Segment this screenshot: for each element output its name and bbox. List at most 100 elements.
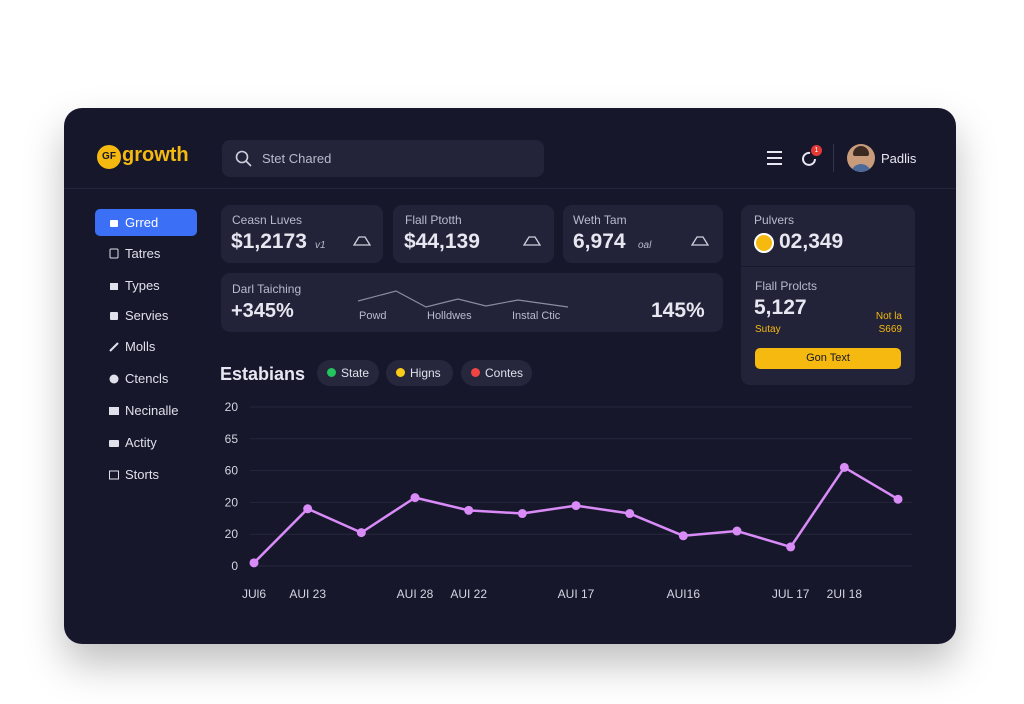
menu-icon[interactable] [766, 150, 784, 166]
stat-card: Weth Tam 6,974 oal [563, 205, 723, 263]
x-tick-label: AUI 22 [450, 587, 487, 601]
legend-chip[interactable]: Contes [461, 360, 532, 386]
legend-chip[interactable]: Higns [386, 360, 453, 386]
legend-label: Higns [410, 366, 441, 380]
stat-label: Ceasn Luves [232, 213, 303, 227]
y-tick-label: 20 [225, 400, 239, 414]
panel-icon [754, 233, 774, 253]
data-point [249, 558, 259, 568]
data-point [893, 494, 903, 504]
stat-icon [353, 236, 371, 246]
nav-label: Necinalle [125, 403, 179, 418]
stat-suffix: oal [638, 240, 652, 251]
trend-label: Darl Taiching [232, 282, 302, 296]
trend-card: Darl Taiching +345% Powd Holldwes Instal… [221, 273, 723, 332]
x-tick-label: AUI 23 [289, 587, 326, 601]
stat-value: 6,974 [573, 230, 626, 253]
user-name[interactable]: Padlis [881, 151, 917, 166]
x-tick-label: JUL 17 [772, 587, 810, 601]
nav-item[interactable]: Molls [95, 333, 197, 360]
nav-icon [110, 283, 118, 290]
search-icon [235, 150, 252, 167]
y-tick-label: 60 [225, 464, 239, 478]
x-tick-label: JUl6 [242, 587, 266, 601]
avatar[interactable] [847, 144, 875, 172]
chart-title: Estabians [220, 364, 306, 384]
legend-label: State [341, 366, 370, 380]
data-point [786, 542, 796, 552]
stat-icon [523, 236, 541, 246]
panel-sub-label: Flall Prolcts [755, 279, 818, 293]
nav-label: Servies [125, 308, 169, 323]
search-placeholder: Stet Chared [262, 151, 332, 166]
logo-badge: GF [97, 145, 121, 169]
nav-label: Storts [125, 467, 159, 482]
search-box[interactable]: Stet Chared [222, 140, 544, 177]
dashboard-card: GF growth Stet Chared 1 Padlis Grred Tat… [64, 108, 956, 644]
data-point [678, 531, 688, 541]
stat-label: Weth Tam [573, 213, 627, 227]
nav-label: Actity [125, 435, 157, 450]
data-point [303, 504, 313, 514]
data-point [356, 528, 366, 538]
nav-item[interactable]: Servies [95, 302, 197, 329]
trend-legend: Instal Ctic [512, 310, 561, 322]
legend-label: Contes [485, 366, 524, 380]
stat-card: Flall Ptotth $44,139 [393, 205, 554, 263]
nav-icon [109, 470, 119, 480]
panel-label: Pulvers [754, 213, 795, 227]
nav-item[interactable]: Grred [95, 209, 197, 236]
x-tick-label: AUI 17 [558, 587, 595, 601]
nav-icon [109, 440, 119, 447]
panel-sub-value: 5,127 [754, 296, 807, 319]
nav-item[interactable]: Ctencls [95, 365, 197, 392]
nav-item[interactable]: Tatres [95, 240, 197, 267]
legend-chip[interactable]: State [317, 360, 379, 386]
stat-icon [691, 236, 709, 246]
panel-button[interactable]: Gon Text [755, 348, 901, 369]
x-tick-label: 2UI 18 [827, 587, 863, 601]
trend-value: +345% [231, 300, 294, 322]
legend-swatch [471, 368, 480, 377]
y-tick-label: 20 [225, 495, 239, 509]
notification-badge: 1 [811, 145, 822, 156]
nav-item[interactable]: Storts [95, 461, 197, 488]
trend-legend: Powd [359, 310, 387, 322]
nav-label: Types [125, 278, 160, 293]
y-tick-label: 65 [225, 432, 239, 446]
nav-icon [110, 220, 118, 227]
panel-note: S669 [878, 324, 902, 335]
logo[interactable]: growth [122, 144, 189, 166]
nav-icon [109, 374, 119, 384]
nav-icon [109, 407, 119, 415]
nav-label: Molls [125, 339, 156, 354]
data-point [571, 501, 581, 511]
data-line [253, 466, 899, 564]
stat-value: $44,139 [404, 230, 480, 253]
stat-label: Flall Ptotth [405, 213, 462, 227]
header-divider [64, 188, 956, 189]
side-panel: Pulvers 02,349 Flall Prolcts 5,127 Sutay… [741, 205, 915, 385]
nav-item[interactable]: Actity [95, 429, 197, 456]
y-tick-label: 20 [225, 527, 239, 541]
stat-value: $1,2173 [231, 230, 307, 253]
nav-item[interactable]: Types [95, 272, 197, 299]
nav-label: Tatres [125, 246, 161, 261]
data-point [410, 493, 420, 503]
x-tick-label: AUI 28 [397, 587, 434, 601]
data-point [464, 505, 474, 515]
stat-card: Ceasn Luves $1,2173 v1 [221, 205, 383, 263]
data-point [839, 462, 849, 472]
trend-percent: 145% [651, 299, 705, 322]
data-point [625, 509, 635, 519]
refresh-icon[interactable] [801, 150, 819, 168]
stat-suffix: v1 [315, 240, 326, 251]
panel-note: Not la [875, 311, 902, 322]
sparkline [358, 290, 569, 308]
nav-label: Ctencls [125, 371, 169, 386]
legend-swatch [327, 368, 336, 377]
nav-icon [110, 312, 118, 320]
nav-icon [109, 248, 119, 259]
nav-item[interactable]: Necinalle [95, 397, 197, 424]
